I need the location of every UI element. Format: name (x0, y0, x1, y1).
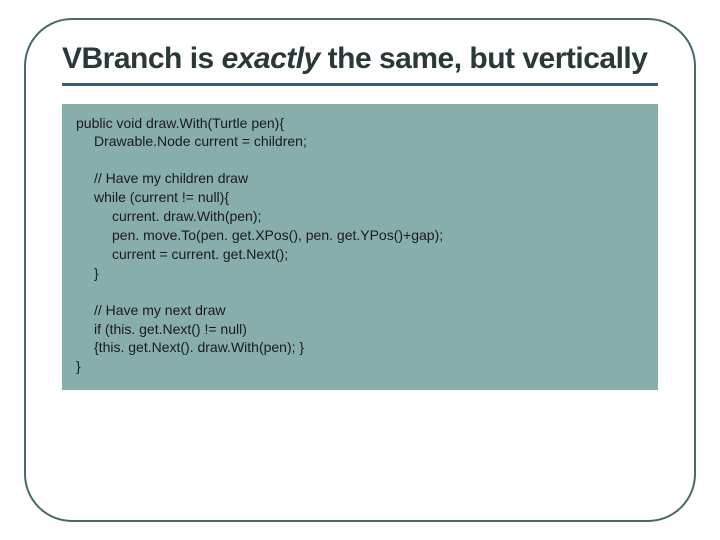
title-underline (62, 83, 658, 86)
code-line: } (76, 264, 644, 283)
code-line: current. draw.With(pen); (76, 207, 644, 226)
slide-content: VBranch is exactly the same, but vertica… (62, 42, 658, 390)
code-line: if (this. get.Next() != null) (76, 320, 644, 339)
slide-title: VBranch is exactly the same, but vertica… (62, 42, 658, 77)
code-line: while (current != null){ (76, 188, 644, 207)
title-part1: VBranch is (62, 42, 222, 75)
code-line: Drawable.Node current = children; (76, 132, 644, 151)
code-line: // Have my children draw (76, 169, 644, 188)
code-line: pen. move.To(pen. get.XPos(), pen. get.Y… (76, 226, 644, 245)
code-line: {this. get.Next(). draw.With(pen); } (76, 338, 644, 357)
code-blank (76, 283, 644, 301)
code-line: current = current. get.Next(); (76, 245, 644, 264)
code-line: } (76, 357, 644, 376)
code-block: public void draw.With(Turtle pen){ Drawa… (62, 104, 658, 391)
title-italic: exactly (222, 42, 320, 75)
code-blank (76, 151, 644, 169)
code-line: public void draw.With(Turtle pen){ (76, 114, 644, 133)
code-line: // Have my next draw (76, 301, 644, 320)
title-part2: the same, but vertically (320, 42, 648, 75)
